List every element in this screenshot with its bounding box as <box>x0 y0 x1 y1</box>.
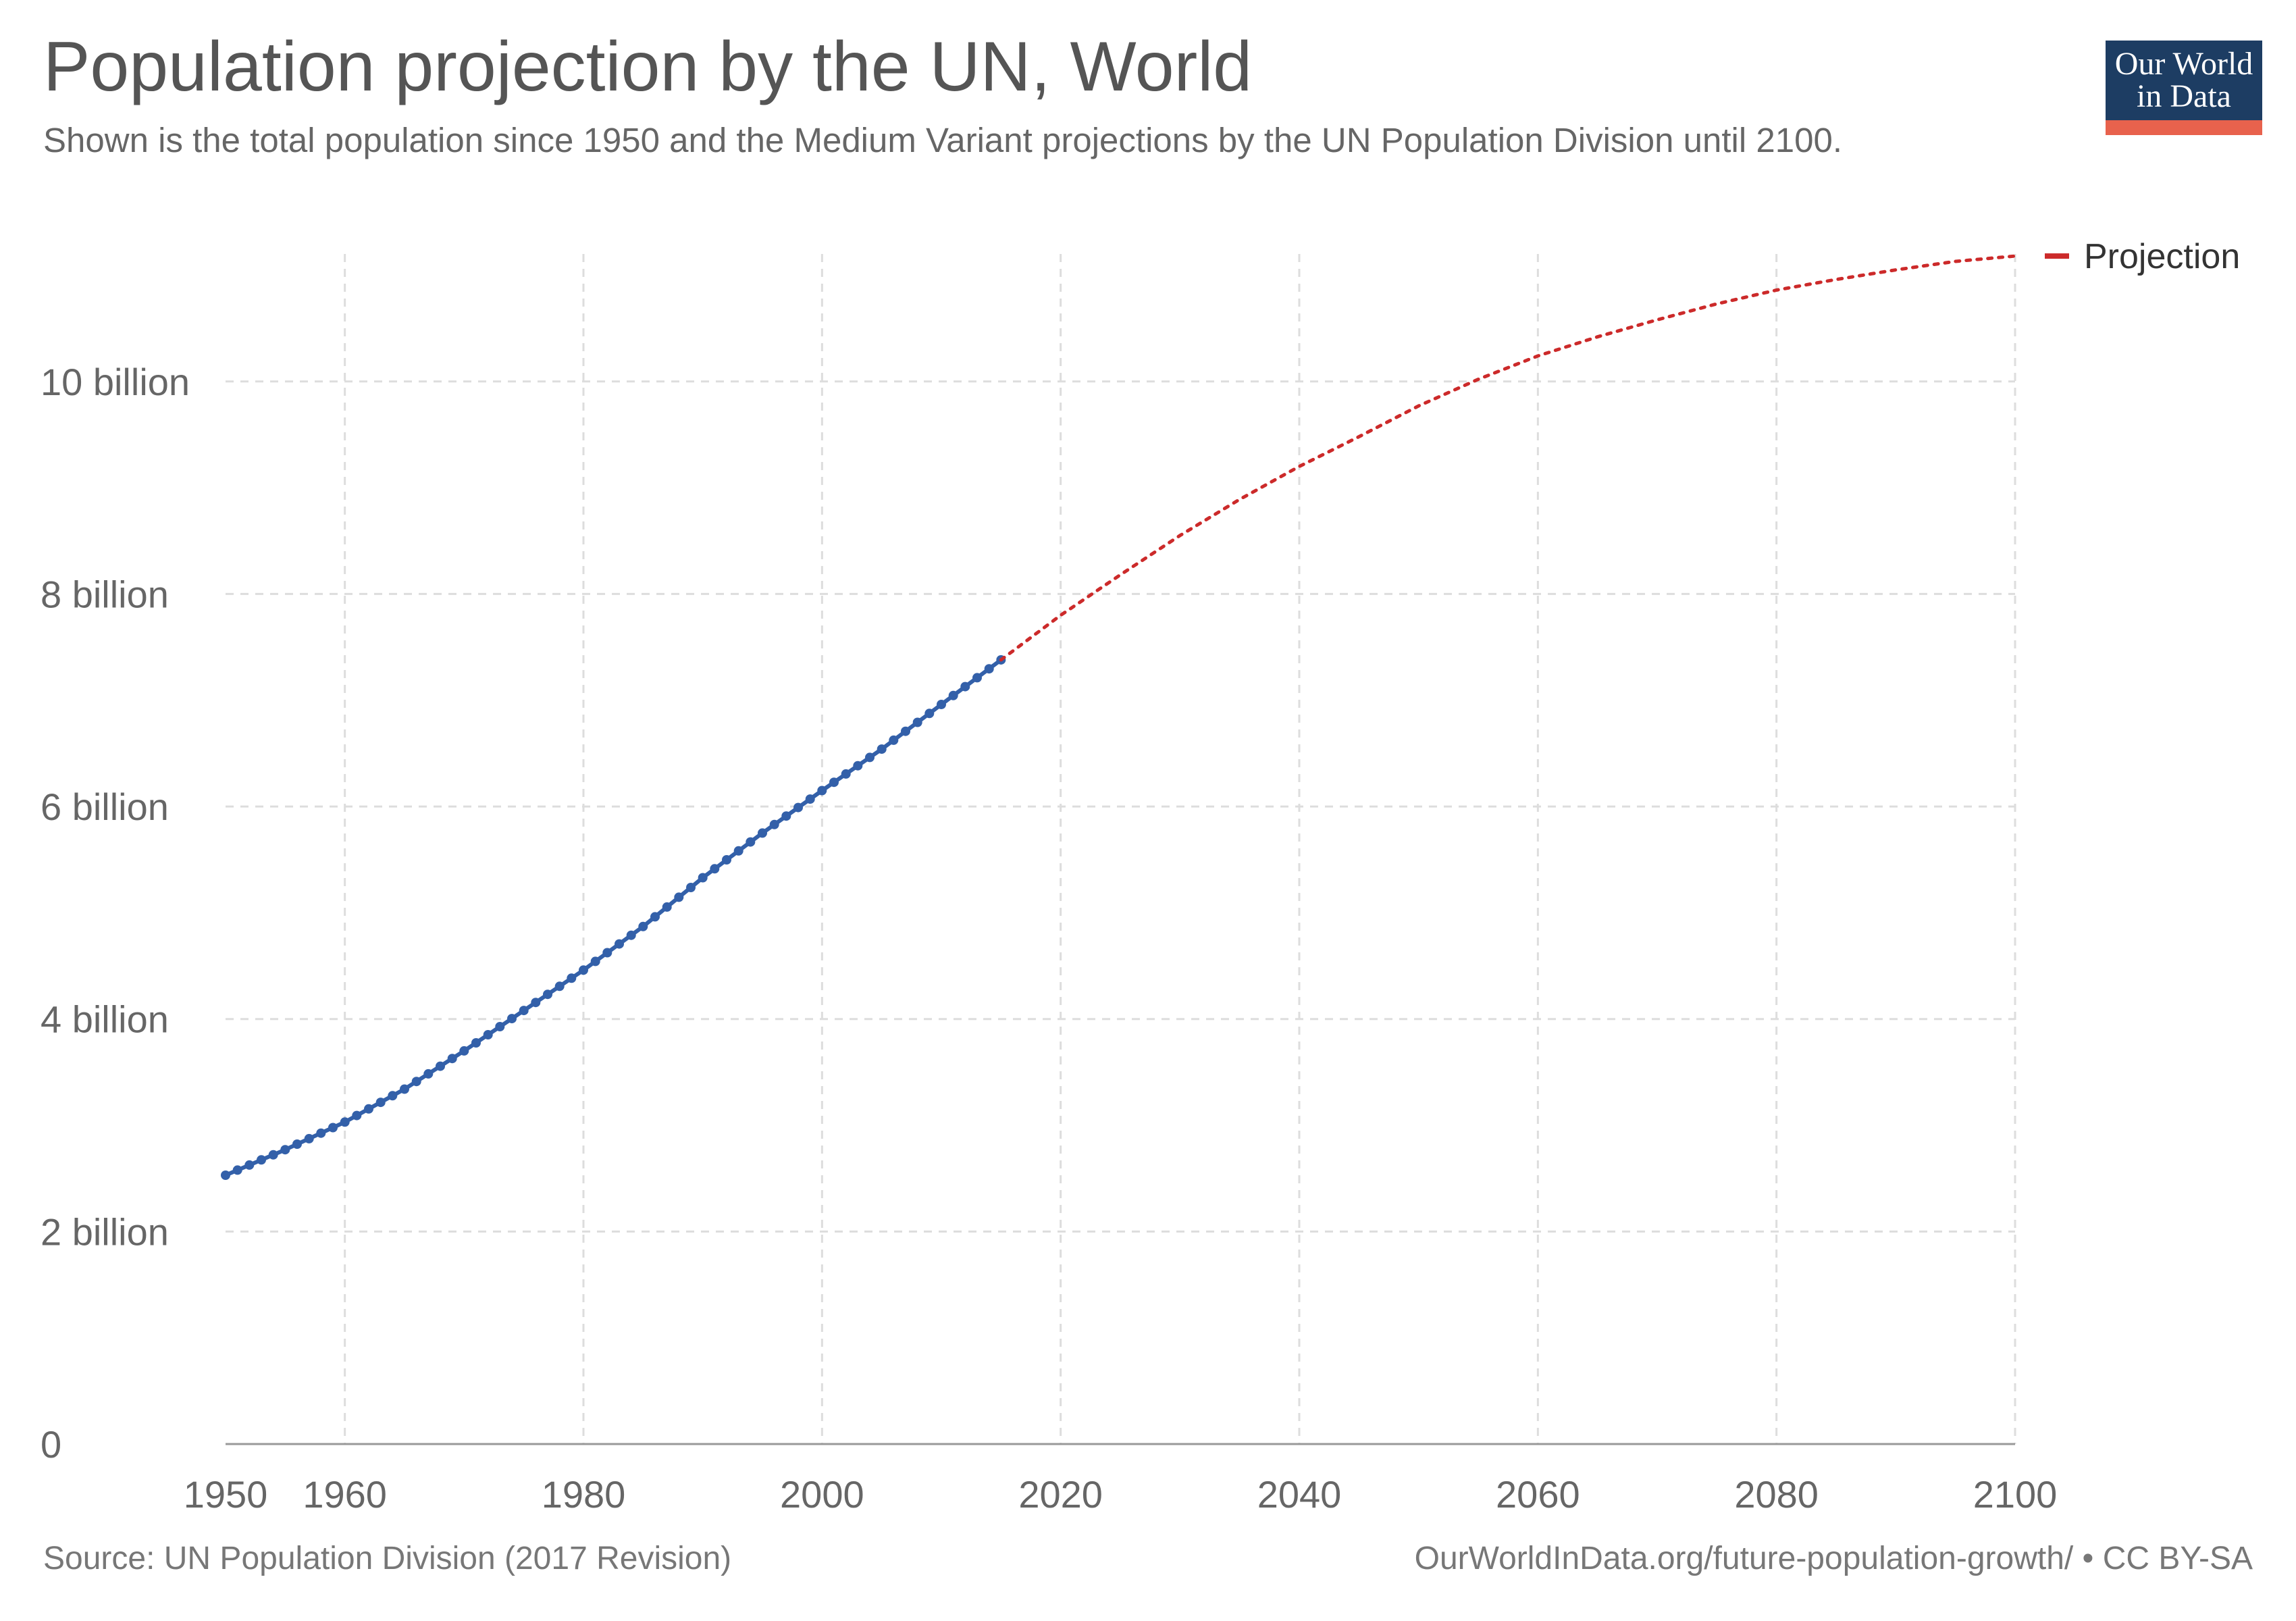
source-note: Source: UN Population Division (2017 Rev… <box>43 1541 732 1576</box>
data-point <box>280 1145 290 1155</box>
data-point <box>829 777 839 788</box>
data-point <box>698 873 708 883</box>
data-point <box>758 828 767 838</box>
data-point <box>554 981 565 992</box>
data-point <box>937 700 946 709</box>
data-point <box>626 930 636 940</box>
data-point <box>388 1091 398 1101</box>
data-point <box>650 912 660 922</box>
data-point <box>590 956 600 967</box>
data-point <box>340 1117 350 1127</box>
data-point <box>507 1014 517 1024</box>
data-point <box>447 1054 457 1064</box>
data-point <box>579 965 588 975</box>
data-point <box>710 864 720 874</box>
y-tick-label: 10 billion <box>41 361 190 403</box>
logo-accent-bar <box>2106 120 2262 135</box>
data-point <box>268 1150 278 1160</box>
data-point <box>352 1110 362 1121</box>
owid-logo[interactable]: Our World in Data <box>2106 41 2262 135</box>
data-point <box>257 1155 266 1165</box>
data-point <box>292 1139 302 1149</box>
data-point <box>400 1084 409 1094</box>
historical-markers <box>221 654 1006 1180</box>
legend-label-projection: Projection <box>2084 237 2240 276</box>
data-point <box>531 998 541 1008</box>
data-point <box>877 744 887 754</box>
data-point <box>316 1128 326 1138</box>
data-point <box>817 786 827 796</box>
x-tick-label: 2080 <box>1734 1473 1819 1516</box>
series-line-projection <box>999 254 2017 662</box>
y-tick-labels: 0 2 billion 4 billion 6 billion 8 billion 10 … <box>41 361 190 1466</box>
data-point <box>638 921 648 931</box>
data-point <box>948 690 958 700</box>
x-gridlines <box>344 254 2016 1444</box>
data-point <box>733 846 743 856</box>
data-point <box>769 819 779 829</box>
data-point <box>483 1030 493 1039</box>
data-point <box>686 883 696 892</box>
x-tick-label: 2100 <box>1973 1473 2058 1516</box>
series-layer <box>221 254 2017 1180</box>
x-tick-label: 2020 <box>1018 1473 1103 1516</box>
chart-title: Population projection by the UN, World <box>43 28 1253 106</box>
data-point <box>889 735 899 745</box>
data-point <box>722 855 731 865</box>
data-point <box>793 802 803 813</box>
data-point <box>805 794 815 804</box>
y-tick-label: 2 billion <box>41 1210 169 1253</box>
data-point <box>912 717 922 727</box>
data-point <box>221 1170 230 1180</box>
data-point <box>865 752 875 763</box>
data-point <box>901 726 910 736</box>
data-point <box>232 1165 242 1175</box>
logo-line-2: in Data <box>2137 78 2231 114</box>
data-point <box>543 989 552 1000</box>
data-point <box>244 1160 255 1170</box>
series-line-historical <box>224 658 1003 1177</box>
data-point <box>972 673 982 683</box>
data-point <box>841 769 851 779</box>
legend: Projection <box>2045 237 2240 276</box>
data-point <box>304 1133 314 1143</box>
logo-line-1: Our World <box>2114 46 2253 82</box>
y-gridlines <box>226 380 2015 1233</box>
data-point <box>328 1123 338 1133</box>
y-tick-label: 6 billion <box>41 786 169 828</box>
data-point <box>960 681 970 692</box>
y-tick-label: 4 billion <box>41 998 169 1041</box>
data-point <box>781 811 791 821</box>
data-point <box>495 1022 505 1031</box>
data-point <box>459 1046 469 1056</box>
data-point <box>924 709 935 719</box>
data-point <box>674 892 684 902</box>
x-tick-label: 1960 <box>303 1473 387 1516</box>
data-point <box>375 1098 386 1108</box>
data-point <box>853 761 863 771</box>
x-tick-label: 2040 <box>1257 1473 1342 1516</box>
footer-link[interactable]: OurWorldInData.org/future-population-gro… <box>1414 1541 2253 1576</box>
data-point <box>746 837 756 847</box>
data-point <box>364 1104 373 1114</box>
data-point <box>602 948 612 958</box>
data-point <box>436 1061 445 1071</box>
y-tick-label: 0 <box>41 1423 61 1466</box>
data-point <box>662 902 672 912</box>
data-point <box>567 973 577 983</box>
data-point <box>615 939 624 949</box>
chart-subtitle: Shown is the total population since 1950… <box>43 121 1843 159</box>
data-point <box>471 1038 481 1048</box>
x-tick-label: 2000 <box>780 1473 864 1516</box>
data-point <box>423 1069 434 1079</box>
data-point <box>984 664 994 674</box>
data-point <box>519 1006 529 1016</box>
x-tick-label: 2060 <box>1496 1473 1580 1516</box>
x-tick-labels: 1950 1960 1980 2000 2020 2040 2060 2080 2100 <box>184 1473 2058 1516</box>
data-point <box>411 1077 421 1087</box>
y-tick-label: 8 billion <box>41 573 169 615</box>
x-tick-label: 1950 <box>184 1473 268 1516</box>
x-tick-label: 1980 <box>542 1473 626 1516</box>
